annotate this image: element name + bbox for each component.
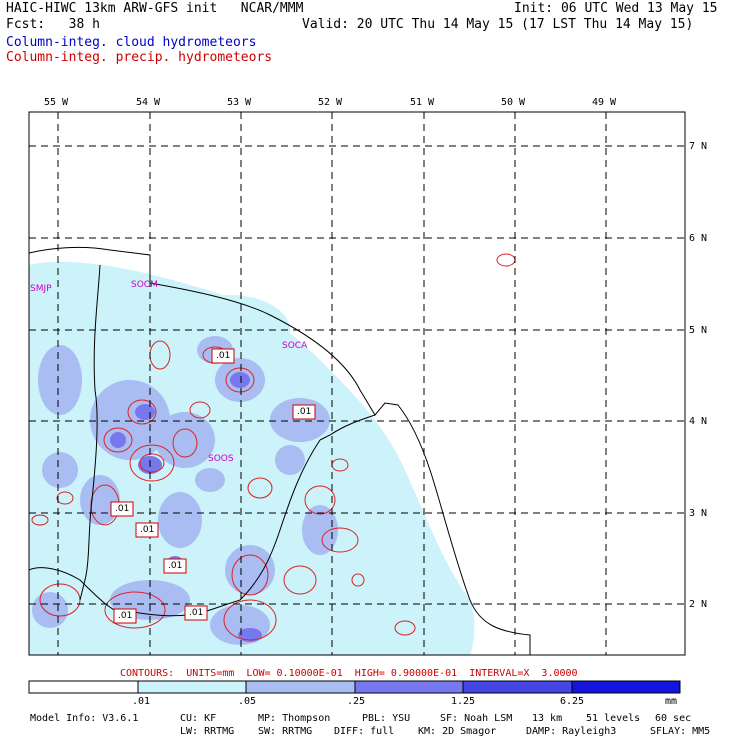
colorbar-tick: .25	[347, 696, 366, 707]
model-info: MP: Thompson	[258, 713, 331, 724]
lon-label: 50 W	[501, 97, 526, 108]
lon-label: 52 W	[318, 97, 343, 108]
valid-time: Valid: 20 UTC Thu 14 May 15 (17 LST Thu …	[302, 17, 694, 32]
station-label: SOOS	[208, 454, 234, 464]
colorbar-tick: .01	[132, 696, 151, 707]
station-label: SMJP	[30, 284, 52, 294]
model-info: SF: Noah LSM	[440, 713, 513, 724]
model-info: LW: RRTMG	[180, 726, 235, 737]
legend-precip: Column-integ. precip. hydrometeors	[6, 50, 273, 65]
contour-label: .01	[115, 504, 130, 514]
lat-label: 2 N	[689, 599, 708, 610]
lon-label: 49 W	[592, 97, 617, 108]
contour-label: .01	[297, 407, 312, 417]
product-title: HAIC-HIWC 13km ARW-GFS init NCAR/MMM	[6, 1, 304, 16]
lon-label: 54 W	[136, 97, 161, 108]
contour-label: .01	[140, 525, 155, 535]
forecast-hour: Fcst: 38 h	[6, 17, 100, 32]
model-info: DAMP: Rayleigh3	[526, 726, 617, 737]
contours-info: CONTOURS: UNITS=mm LOW= 0.10000E-01 HIGH…	[120, 668, 578, 679]
colorbar-tick: 6.25	[560, 696, 585, 707]
model-info: 51 levels	[586, 713, 641, 724]
contour-label: .01	[168, 561, 183, 571]
colorbar-units: mm	[665, 696, 678, 707]
legend-cloud: Column-integ. cloud hydrometeors	[6, 35, 257, 50]
contour-label: .01	[189, 608, 204, 618]
lon-label: 53 W	[227, 97, 252, 108]
model-info: PBL: YSU	[362, 713, 411, 724]
contour-label: .01	[118, 611, 133, 621]
colorbar-tick: .05	[238, 696, 257, 707]
model-info: KM: 2D Smagor	[418, 726, 497, 737]
lat-label: 6 N	[689, 233, 708, 244]
colorbar-tick: 1.25	[451, 696, 476, 707]
model-info: 60 sec	[655, 713, 692, 724]
model-info: CU: KF	[180, 713, 217, 724]
model-info: 13 km	[532, 713, 563, 724]
lat-label: 7 N	[689, 141, 708, 152]
station-label: SOCM	[131, 280, 158, 290]
lat-label: 3 N	[689, 508, 708, 519]
model-info: Model Info: V3.6.1	[30, 713, 139, 724]
lon-label: 55 W	[44, 97, 69, 108]
model-info: DIFF: full	[334, 726, 395, 737]
lon-label: 51 W	[410, 97, 435, 108]
model-info: SW: RRTMG	[258, 726, 313, 737]
model-info: SFLAY: MM5	[650, 726, 711, 737]
init-time: Init: 06 UTC Wed 13 May 15	[514, 1, 718, 16]
station-label: SOCA	[282, 341, 308, 351]
lat-label: 5 N	[689, 325, 708, 336]
lat-label: 4 N	[689, 416, 708, 427]
map-field	[29, 112, 685, 655]
contour-label: .01	[216, 351, 231, 361]
